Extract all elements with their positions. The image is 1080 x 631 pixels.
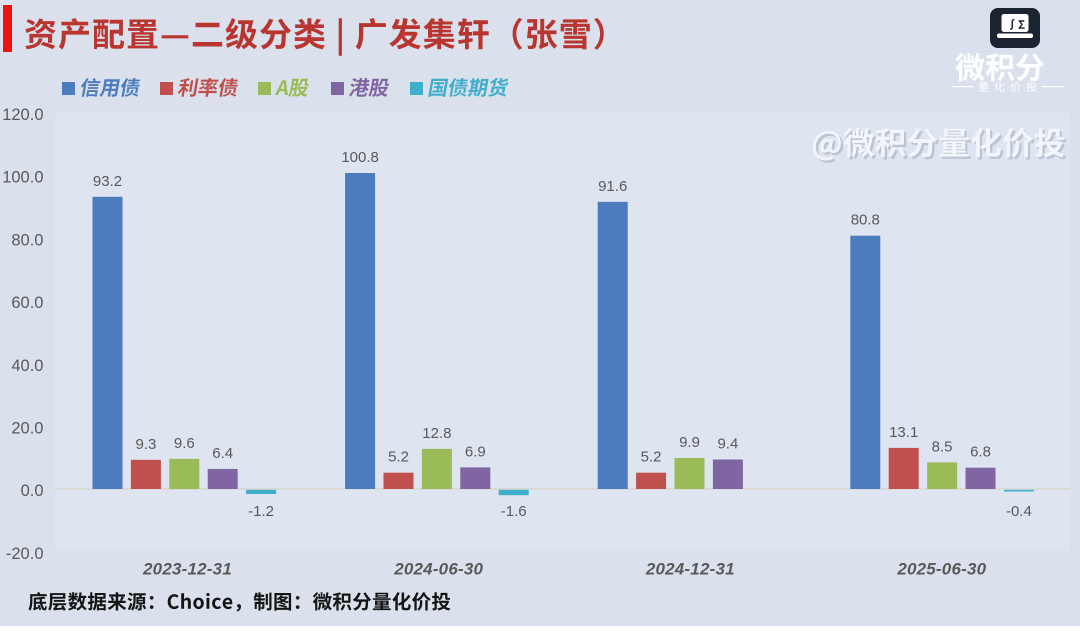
svg-text:2024-06-30: 2024-06-30 bbox=[393, 560, 483, 579]
svg-text:9.6: 9.6 bbox=[174, 435, 195, 452]
svg-text:5.2: 5.2 bbox=[388, 449, 409, 466]
svg-text:80.8: 80.8 bbox=[851, 212, 880, 229]
svg-text:9.4: 9.4 bbox=[717, 436, 738, 453]
svg-text:2023-12-31: 2023-12-31 bbox=[142, 560, 232, 579]
svg-text:0.0: 0.0 bbox=[21, 482, 44, 500]
svg-text:6.8: 6.8 bbox=[970, 444, 991, 461]
svg-text:6.9: 6.9 bbox=[465, 443, 486, 460]
svg-text:8.5: 8.5 bbox=[932, 438, 953, 455]
svg-text:2025-06-30: 2025-06-30 bbox=[896, 560, 986, 579]
svg-text:100.8: 100.8 bbox=[341, 149, 379, 166]
svg-text:9.9: 9.9 bbox=[679, 434, 700, 451]
svg-text:9.3: 9.3 bbox=[135, 436, 156, 453]
svg-text:40.0: 40.0 bbox=[11, 357, 43, 375]
svg-text:91.6: 91.6 bbox=[598, 178, 627, 195]
svg-text:6.4: 6.4 bbox=[212, 445, 233, 462]
svg-text:60.0: 60.0 bbox=[11, 294, 43, 312]
svg-text:5.2: 5.2 bbox=[641, 449, 662, 466]
svg-text:-1.6: -1.6 bbox=[501, 503, 527, 520]
svg-text:-1.2: -1.2 bbox=[248, 503, 274, 520]
svg-text:120.0: 120.0 bbox=[2, 106, 43, 124]
svg-text:93.2: 93.2 bbox=[93, 173, 122, 190]
svg-text:12.8: 12.8 bbox=[422, 425, 451, 442]
svg-text:20.0: 20.0 bbox=[11, 420, 43, 438]
svg-text:100.0: 100.0 bbox=[2, 169, 43, 187]
svg-text:80.0: 80.0 bbox=[11, 231, 43, 249]
svg-text:-20.0: -20.0 bbox=[6, 545, 44, 563]
svg-text:13.1: 13.1 bbox=[889, 424, 918, 441]
svg-text:2024-12-31: 2024-12-31 bbox=[645, 560, 735, 579]
svg-text:-0.4: -0.4 bbox=[1006, 503, 1032, 520]
